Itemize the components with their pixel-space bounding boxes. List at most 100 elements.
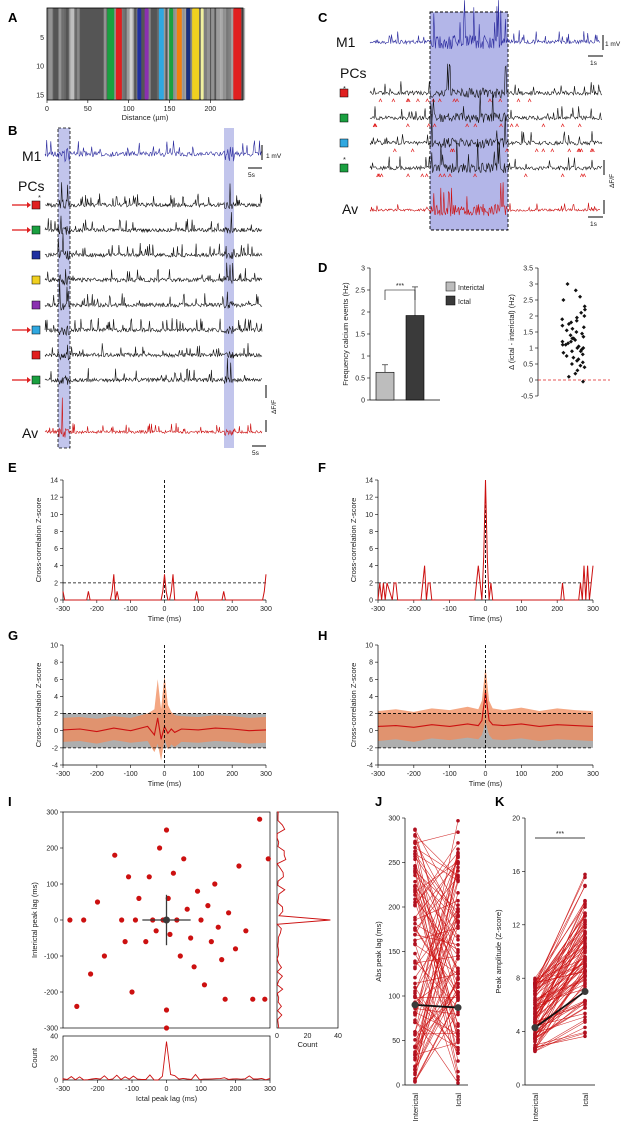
diamond-point [580,360,585,365]
paired-line [414,999,459,1083]
event-marker [579,148,584,153]
pc-trace [369,138,603,174]
event-marker [567,148,572,153]
scatter-point [236,863,242,869]
paired-point [533,1049,537,1053]
scatter-point [67,917,73,923]
image-streak [207,8,211,100]
scatter-point [112,852,118,858]
y-tick-label: -200 [44,990,58,997]
paired-point [413,1030,417,1034]
paired-point [413,938,417,943]
diamond-point [580,352,585,357]
event-marker [577,123,582,128]
cell-strip [192,8,200,100]
y-tick-label: 12 [365,495,373,502]
x-tick-label: -200 [407,606,421,613]
scatter-point [122,939,128,945]
image-streak [103,8,107,100]
y-tick-label: 10 [50,512,58,519]
paired-line [534,901,586,984]
paired-point [413,985,417,990]
image-streak [181,8,185,100]
paired-point [456,830,460,835]
y-tick-label: 250 [388,860,400,867]
significance-bracket [384,289,416,300]
y-tick-label: 300 [388,816,400,823]
paired-point [456,924,460,928]
x-tick-label: 300 [587,771,599,778]
pcs-label: PCs [18,178,44,194]
y-tick-label: 1 [361,354,365,361]
scatter-point [101,953,107,959]
event-marker [527,98,532,103]
y-tick-label: 0 [361,398,365,405]
event-marker [498,98,503,103]
paired-line [414,1011,459,1082]
scatter-point [212,881,218,887]
paired-point [413,928,417,932]
paired-point [583,1025,587,1030]
y-axis-label: Cross-correlation Z-score [349,498,358,583]
paired-line [534,924,586,985]
y-tick-label: 4 [369,694,373,701]
paired-line [414,841,459,922]
x-tick-label: 150 [164,106,176,113]
event-marker [541,123,546,128]
event-marker [393,148,397,153]
paired-point [533,984,537,989]
x-axis-label: Ictal peak lag (ms) [136,1094,198,1103]
panel-letter-c: C [318,10,328,25]
diamond-point [560,342,565,347]
event-marker [431,98,436,103]
image-streak [231,8,235,100]
pc-trace [369,63,603,99]
x-tick-label: -200 [90,606,104,613]
paired-line [414,997,459,1081]
paired-point [583,964,587,968]
paired-line [414,867,459,1067]
star-marker: * [38,383,41,392]
paired-line [534,912,586,1027]
y-tick-label: 1.5 [523,330,533,337]
cell-color-square [31,200,41,210]
paired-point [456,954,460,958]
mean-point [581,988,589,996]
x-tick-label: 200 [551,771,563,778]
event-marker [473,123,478,128]
diamond-point [569,362,574,366]
paired-point [533,1019,537,1024]
paired-point [583,942,587,946]
y-tick-label: 1.5 [355,332,365,339]
diamond-point [582,307,587,312]
scatter-point [222,996,228,1002]
significance-stars: *** [396,283,404,290]
x-tick-label: -300 [371,606,385,613]
paired-line [534,965,586,1008]
red-arrow-head [27,327,31,333]
y-tick-label: -100 [44,954,58,961]
event-marker [523,173,528,178]
paired-line [414,890,459,1077]
diamond-point [560,317,565,322]
paired-point [456,934,460,938]
mean-line [414,1004,459,1009]
y-tick-label: 3.5 [523,266,533,273]
scatter-point [265,856,271,862]
paired-point [533,1000,537,1005]
diamond-point [571,355,576,360]
y-axis-label: Δ (ictal - interictal) (Hz) [507,294,516,370]
paired-line [534,947,586,1042]
y-tick-label: 4 [516,1029,520,1036]
paired-point [456,981,460,986]
y-tick-label: -2 [367,745,373,752]
ictal-window-1 [58,128,70,448]
paired-point [456,865,460,870]
paired-point [456,891,460,895]
y-tick-label: 0 [54,728,58,735]
paired-line [414,872,459,1072]
x-tick-label: -200 [407,771,421,778]
mean-line [534,990,586,1029]
event-marker [378,98,383,103]
